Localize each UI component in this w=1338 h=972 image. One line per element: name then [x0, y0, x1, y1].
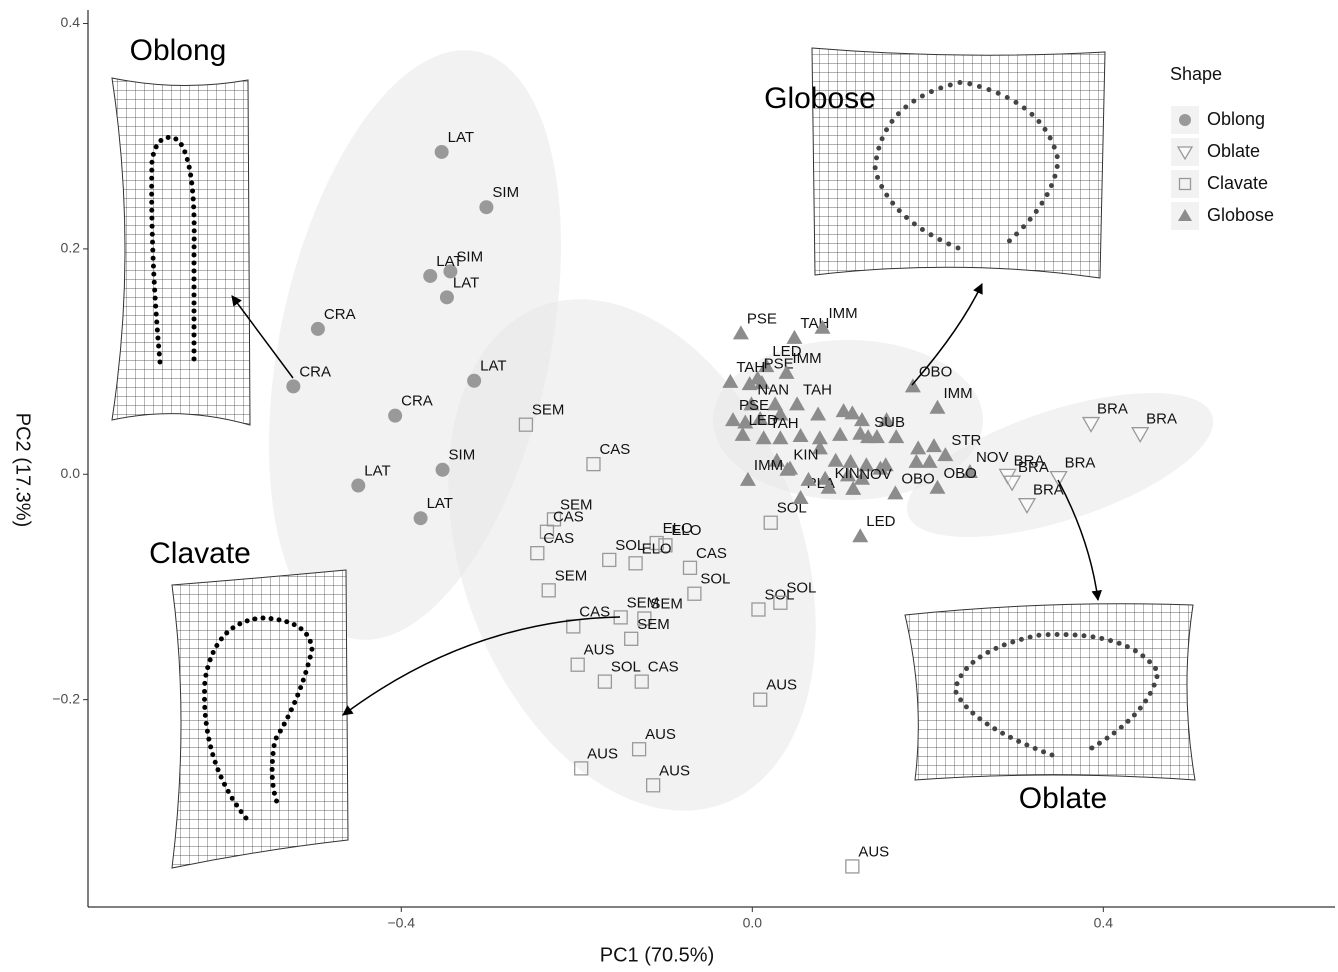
- point-label: BRA: [1018, 459, 1049, 476]
- legend-key: [1171, 170, 1199, 198]
- y-tick-label: −0.2: [52, 690, 80, 706]
- point-label: NOV: [976, 449, 1009, 466]
- y-axis-label: PC2 (17.3%): [12, 413, 34, 528]
- point-label: CAS: [648, 659, 679, 676]
- point-label: AUS: [587, 745, 618, 762]
- point-label: LED: [866, 513, 895, 530]
- point-label: AUS: [858, 843, 889, 860]
- point-label: KIN: [835, 465, 860, 482]
- y-tick-label: 0.2: [61, 240, 81, 256]
- legend-label: Oblong: [1207, 109, 1265, 129]
- point: [351, 479, 365, 493]
- point-label: LAT: [453, 274, 479, 291]
- point: [786, 330, 802, 344]
- point-label: SIM: [492, 184, 519, 201]
- legend-marker: [1179, 114, 1191, 126]
- point-label: SEM: [555, 567, 588, 584]
- point: [436, 463, 450, 477]
- inset-grid: [172, 570, 348, 868]
- point-label: OBO: [943, 465, 976, 482]
- x-axis-label: PC1 (70.5%): [600, 944, 715, 966]
- inset-grid: [112, 78, 250, 425]
- point-label: AUS: [584, 642, 615, 659]
- point-label: LAT: [427, 495, 453, 512]
- legend: Shape Oblong Oblate Clavate Globose: [1170, 64, 1274, 230]
- point-label: BRA: [1146, 411, 1177, 428]
- point: [440, 290, 454, 304]
- annotation: Clavate: [149, 537, 251, 570]
- point-label: SOL: [700, 571, 730, 588]
- point-label: CAS: [553, 509, 584, 526]
- point-label: IMM: [793, 350, 822, 367]
- point-label: LAT: [480, 358, 506, 375]
- point-label: TAH: [770, 415, 799, 432]
- legend-label: Globose: [1207, 205, 1274, 225]
- x-tick-label: 0.0: [743, 915, 763, 931]
- point-label: BRA: [1097, 401, 1128, 418]
- point-label: SOL: [786, 580, 816, 597]
- point-label: CRA: [401, 393, 433, 410]
- point-label: TAH: [736, 359, 765, 376]
- point: [286, 379, 300, 393]
- point: [733, 325, 749, 339]
- point-label: ELO: [642, 540, 672, 557]
- point-label: OBO: [901, 470, 934, 487]
- legend-title: Shape: [1170, 64, 1222, 84]
- point-label: TAH: [803, 381, 832, 398]
- point-label: CAS: [696, 545, 727, 562]
- point-label: ELO: [671, 522, 701, 539]
- annotation: Oblate: [1019, 782, 1107, 815]
- point-label: KIN: [793, 447, 818, 464]
- point-label: AUS: [659, 762, 690, 779]
- point: [467, 374, 481, 388]
- chart: LATSIMSIMLATLATCRACRALATCRASIMLATLATBRAB…: [0, 0, 1338, 972]
- point: [388, 409, 402, 423]
- point: [311, 322, 325, 336]
- point-label: IMM: [829, 305, 858, 322]
- x-tick-label: −0.4: [387, 915, 415, 931]
- point-label: SEM: [650, 595, 683, 612]
- point-label: SOL: [611, 659, 641, 676]
- point: [846, 860, 859, 873]
- point-label: SEM: [637, 616, 670, 633]
- point: [435, 145, 449, 159]
- point-label: CAS: [599, 441, 630, 458]
- point-label: IMM: [943, 385, 972, 402]
- point: [479, 200, 493, 214]
- y-tick-label: 0.0: [61, 465, 81, 481]
- point: [414, 511, 428, 525]
- annotation: Oblong: [130, 34, 227, 67]
- point-label: CAS: [543, 530, 574, 547]
- point-label: BRA: [1033, 482, 1064, 499]
- point-label: LAT: [364, 463, 390, 480]
- point-label: SEM: [532, 402, 565, 419]
- y-tick-label: 0.4: [61, 14, 81, 30]
- point-label: AUS: [645, 726, 676, 743]
- point-label: SIM: [449, 447, 476, 464]
- point-label: AUS: [766, 677, 797, 694]
- point-label: CRA: [299, 363, 331, 380]
- point-label: NOV: [859, 466, 892, 483]
- point-label: NAN: [757, 381, 789, 398]
- point-label: STR: [951, 432, 981, 449]
- point-label: LAT: [448, 129, 474, 146]
- point-label: PSE: [747, 310, 777, 327]
- legend-label: Oblate: [1207, 141, 1260, 161]
- legend-label: Clavate: [1207, 173, 1268, 193]
- point-label: SUB: [874, 414, 905, 431]
- point: [852, 528, 868, 542]
- point-label: BRA: [1065, 455, 1096, 472]
- point: [423, 269, 437, 283]
- point-label: IMM: [754, 457, 783, 474]
- x-tick-label: 0.4: [1094, 915, 1114, 931]
- annotation: Globose: [764, 82, 876, 115]
- point-label: CRA: [324, 306, 356, 323]
- point-label: LAT: [436, 253, 462, 270]
